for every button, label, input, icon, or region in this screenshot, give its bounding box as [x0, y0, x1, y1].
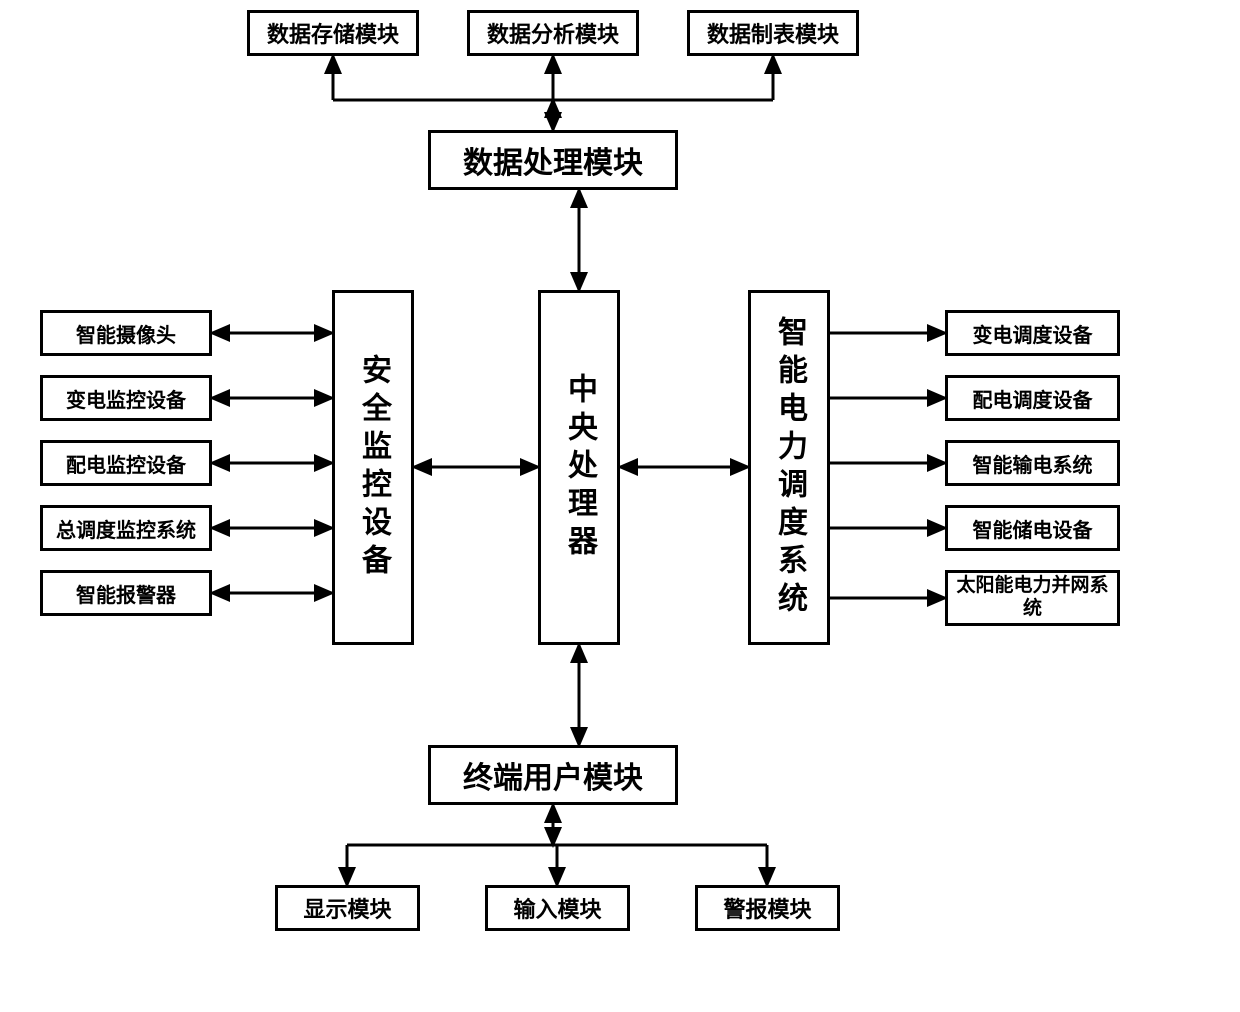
- label: 变电监控设备: [66, 384, 186, 413]
- label: 数据处理模块: [463, 138, 643, 182]
- label: 安全监控设备: [351, 354, 395, 582]
- label: 智能摄像头: [76, 319, 176, 348]
- label: 智能输电系统: [973, 449, 1093, 478]
- label: 数据制表模块: [707, 17, 839, 49]
- label: 总调度监控系统: [56, 514, 196, 543]
- node-data-processing: 数据处理模块: [428, 130, 678, 190]
- label: 智能储电设备: [973, 514, 1093, 543]
- node-distribution-dispatch: 配电调度设备: [945, 375, 1120, 421]
- node-security-device: 安全监控设备: [332, 290, 414, 645]
- node-distribution-monitor: 配电监控设备: [40, 440, 212, 486]
- label: 终端用户模块: [463, 753, 643, 797]
- node-alarm: 智能报警器: [40, 570, 212, 616]
- node-substation-dispatch: 变电调度设备: [945, 310, 1120, 356]
- node-terminal-user: 终端用户模块: [428, 745, 678, 805]
- label: 数据分析模块: [487, 17, 619, 49]
- node-dispatch-monitor: 总调度监控系统: [40, 505, 212, 551]
- label: 智能电力调度系统: [767, 316, 811, 620]
- label: 配电监控设备: [66, 449, 186, 478]
- label: 显示模块: [303, 892, 391, 924]
- label: 警报模块: [723, 892, 811, 924]
- node-transmission: 智能输电系统: [945, 440, 1120, 486]
- node-storage: 数据存储模块: [247, 10, 419, 56]
- label: 智能报警器: [76, 579, 176, 608]
- label: 数据存储模块: [267, 17, 399, 49]
- label: 太阳能电力并网系统: [952, 575, 1113, 621]
- node-solar: 太阳能电力并网系统: [945, 570, 1120, 626]
- node-substation-monitor: 变电监控设备: [40, 375, 212, 421]
- node-cpu: 中央处理器: [538, 290, 620, 645]
- node-power-dispatch: 智能电力调度系统: [748, 290, 830, 645]
- node-camera: 智能摄像头: [40, 310, 212, 356]
- node-display: 显示模块: [275, 885, 420, 931]
- node-analysis: 数据分析模块: [467, 10, 639, 56]
- node-storage-device: 智能储电设备: [945, 505, 1120, 551]
- node-input: 输入模块: [485, 885, 630, 931]
- label: 中央处理器: [557, 373, 601, 563]
- label: 输入模块: [513, 892, 601, 924]
- node-tabulate: 数据制表模块: [687, 10, 859, 56]
- node-alert: 警报模块: [695, 885, 840, 931]
- label: 变电调度设备: [973, 319, 1093, 348]
- label: 配电调度设备: [973, 384, 1093, 413]
